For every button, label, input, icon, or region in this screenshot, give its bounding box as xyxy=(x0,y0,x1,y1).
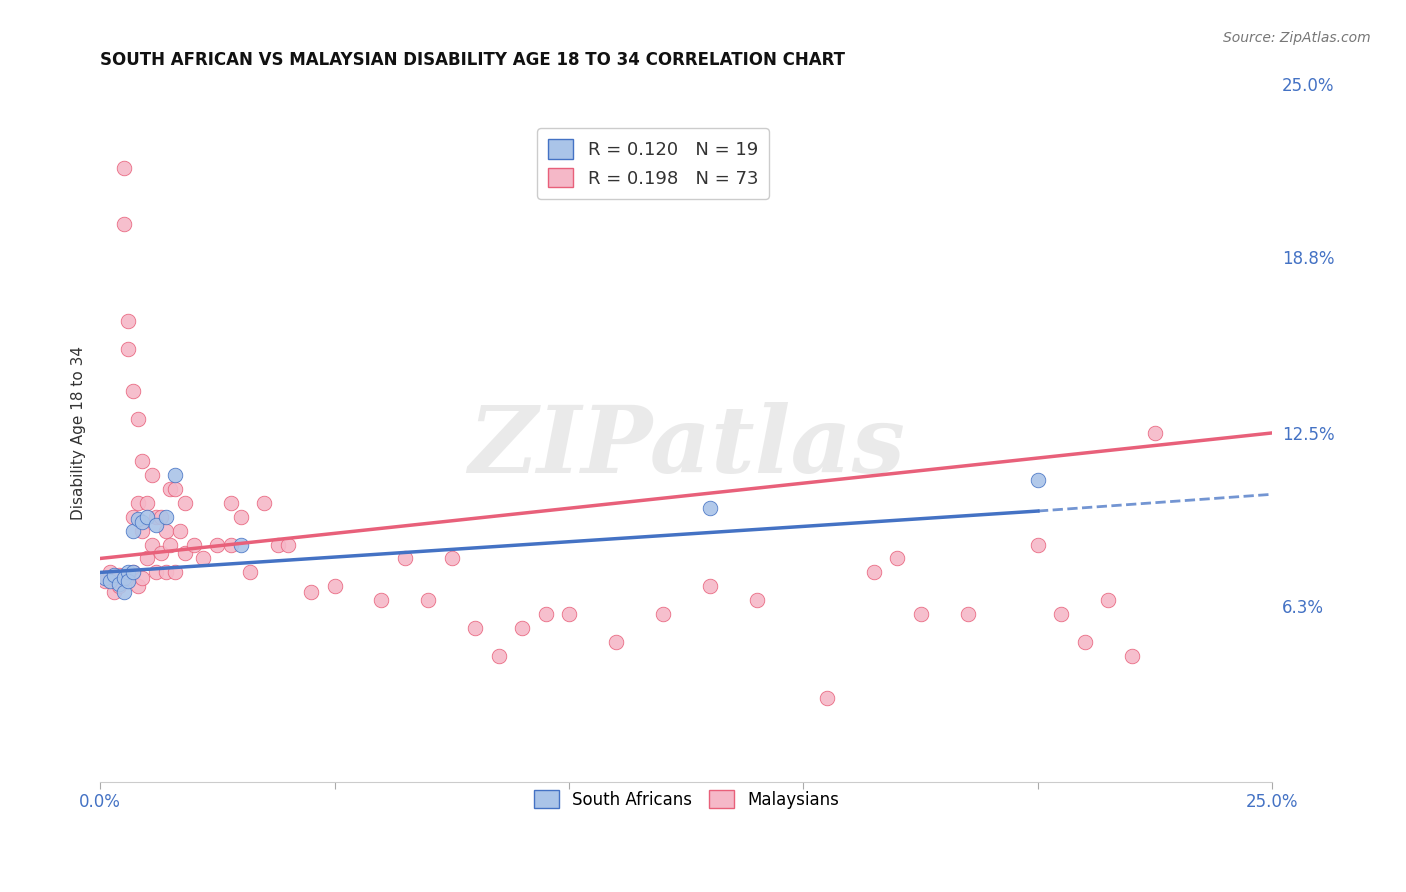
Point xyxy=(1074,635,1097,649)
Point xyxy=(103,585,125,599)
Y-axis label: Disability Age 18 to 34: Disability Age 18 to 34 xyxy=(72,346,86,520)
Point xyxy=(141,537,163,551)
Point xyxy=(173,496,195,510)
Point xyxy=(1050,607,1073,622)
Point xyxy=(277,537,299,551)
Point xyxy=(136,551,159,566)
Point xyxy=(136,509,159,524)
Point xyxy=(229,509,252,524)
Point xyxy=(558,607,581,622)
Text: ZIPatlas: ZIPatlas xyxy=(468,402,905,491)
Point xyxy=(605,635,627,649)
Point xyxy=(165,482,187,496)
Point xyxy=(136,496,159,510)
Point xyxy=(117,574,139,588)
Point xyxy=(370,593,392,607)
Point xyxy=(183,537,205,551)
Point xyxy=(1121,649,1143,664)
Point xyxy=(699,501,721,516)
Point xyxy=(112,217,135,231)
Point xyxy=(127,412,149,426)
Point xyxy=(299,585,322,599)
Point xyxy=(221,537,243,551)
Point xyxy=(122,384,145,398)
Point xyxy=(159,537,181,551)
Legend: South Africans, Malaysians: South Africans, Malaysians xyxy=(527,783,845,815)
Point xyxy=(131,571,153,585)
Point xyxy=(155,509,177,524)
Point xyxy=(169,524,191,538)
Point xyxy=(193,551,215,566)
Point xyxy=(1026,537,1049,551)
Point xyxy=(150,546,173,560)
Point xyxy=(117,566,139,580)
Point xyxy=(253,496,276,510)
Point xyxy=(651,607,673,622)
Point xyxy=(131,524,153,538)
Point xyxy=(910,607,932,622)
Point xyxy=(488,649,510,664)
Point xyxy=(131,454,153,468)
Point xyxy=(94,574,117,588)
Point xyxy=(108,579,131,593)
Point xyxy=(886,551,908,566)
Point xyxy=(98,566,121,580)
Point xyxy=(239,566,262,580)
Point xyxy=(815,690,838,705)
Point xyxy=(117,314,139,328)
Point xyxy=(534,607,557,622)
Point xyxy=(956,607,979,622)
Point xyxy=(155,524,177,538)
Text: Source: ZipAtlas.com: Source: ZipAtlas.com xyxy=(1223,31,1371,45)
Point xyxy=(173,546,195,560)
Point xyxy=(122,566,145,580)
Point xyxy=(863,566,886,580)
Point xyxy=(145,509,167,524)
Point xyxy=(150,509,173,524)
Point xyxy=(122,524,145,538)
Point xyxy=(112,571,135,585)
Point xyxy=(1097,593,1119,607)
Point xyxy=(117,571,139,585)
Point xyxy=(127,579,149,593)
Point xyxy=(464,621,486,635)
Point xyxy=(127,496,149,510)
Point xyxy=(1026,473,1049,487)
Point xyxy=(122,509,145,524)
Point xyxy=(155,566,177,580)
Point xyxy=(323,579,346,593)
Point xyxy=(117,342,139,356)
Point xyxy=(745,593,768,607)
Point xyxy=(207,537,229,551)
Point xyxy=(103,571,125,585)
Point xyxy=(112,585,135,599)
Point xyxy=(440,551,463,566)
Point xyxy=(127,512,149,526)
Point xyxy=(122,566,145,580)
Point xyxy=(145,518,167,533)
Point xyxy=(510,621,533,635)
Point xyxy=(131,515,153,529)
Point xyxy=(108,568,131,582)
Point xyxy=(394,551,416,566)
Point xyxy=(141,467,163,482)
Point xyxy=(165,467,187,482)
Point xyxy=(159,482,181,496)
Point xyxy=(418,593,440,607)
Point xyxy=(1144,425,1167,440)
Point xyxy=(165,566,187,580)
Point xyxy=(108,576,131,591)
Point xyxy=(94,571,117,585)
Point xyxy=(145,566,167,580)
Point xyxy=(221,496,243,510)
Point xyxy=(229,537,252,551)
Point xyxy=(98,574,121,588)
Point xyxy=(112,161,135,175)
Text: SOUTH AFRICAN VS MALAYSIAN DISABILITY AGE 18 TO 34 CORRELATION CHART: SOUTH AFRICAN VS MALAYSIAN DISABILITY AG… xyxy=(100,51,845,69)
Point xyxy=(267,537,290,551)
Point xyxy=(699,579,721,593)
Point xyxy=(103,568,125,582)
